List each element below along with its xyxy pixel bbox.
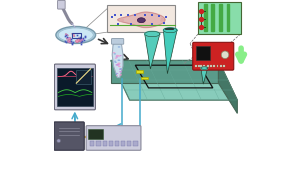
Ellipse shape <box>116 55 119 57</box>
Ellipse shape <box>78 38 80 42</box>
Bar <box>102 141 107 146</box>
Bar <box>127 141 131 146</box>
Ellipse shape <box>66 37 71 39</box>
Ellipse shape <box>116 75 118 76</box>
FancyBboxPatch shape <box>111 39 124 44</box>
Ellipse shape <box>67 40 71 43</box>
Polygon shape <box>201 67 208 69</box>
Bar <box>213 65 215 67</box>
Polygon shape <box>201 68 208 84</box>
Ellipse shape <box>114 62 117 63</box>
Bar <box>76 70 91 84</box>
Ellipse shape <box>115 73 118 74</box>
Ellipse shape <box>113 52 115 53</box>
Polygon shape <box>145 31 160 37</box>
Polygon shape <box>145 34 160 69</box>
Ellipse shape <box>116 56 118 58</box>
Ellipse shape <box>79 39 84 41</box>
Ellipse shape <box>65 34 68 36</box>
Ellipse shape <box>119 74 122 76</box>
Ellipse shape <box>58 28 93 42</box>
Bar <box>203 65 205 67</box>
FancyBboxPatch shape <box>54 122 84 150</box>
Ellipse shape <box>75 40 80 42</box>
Bar <box>223 65 225 67</box>
Ellipse shape <box>137 18 145 23</box>
Bar <box>198 65 200 67</box>
Polygon shape <box>141 77 148 79</box>
Ellipse shape <box>114 53 116 55</box>
Bar <box>207 65 208 67</box>
Bar <box>217 65 218 67</box>
FancyBboxPatch shape <box>198 2 241 34</box>
Polygon shape <box>161 18 164 21</box>
Bar <box>220 65 222 67</box>
Polygon shape <box>163 30 177 74</box>
Ellipse shape <box>117 63 121 64</box>
Polygon shape <box>219 4 222 31</box>
Ellipse shape <box>118 46 120 48</box>
Bar <box>196 46 210 60</box>
Polygon shape <box>118 12 165 28</box>
Circle shape <box>57 139 61 143</box>
Bar <box>200 65 202 67</box>
Bar <box>133 141 138 146</box>
Polygon shape <box>227 4 229 31</box>
Ellipse shape <box>72 33 75 37</box>
Bar <box>109 141 113 146</box>
Bar <box>210 65 212 67</box>
Bar <box>57 68 93 106</box>
Ellipse shape <box>118 66 121 67</box>
Ellipse shape <box>115 58 117 59</box>
Bar <box>90 141 94 146</box>
Polygon shape <box>111 60 237 100</box>
Ellipse shape <box>117 59 120 61</box>
Polygon shape <box>204 4 206 31</box>
Ellipse shape <box>116 73 119 74</box>
Ellipse shape <box>118 55 121 57</box>
Polygon shape <box>111 60 218 83</box>
FancyBboxPatch shape <box>54 64 95 110</box>
Polygon shape <box>112 42 123 77</box>
Ellipse shape <box>69 38 71 42</box>
Bar <box>72 33 81 38</box>
Bar <box>121 141 125 146</box>
Polygon shape <box>136 70 143 73</box>
Bar <box>195 65 197 67</box>
FancyBboxPatch shape <box>86 126 141 150</box>
Ellipse shape <box>76 40 79 43</box>
Ellipse shape <box>119 68 122 70</box>
Ellipse shape <box>56 26 96 43</box>
Ellipse shape <box>119 71 122 72</box>
Polygon shape <box>218 60 237 113</box>
Bar <box>115 141 119 146</box>
Bar <box>97 141 101 146</box>
Ellipse shape <box>80 38 82 43</box>
Ellipse shape <box>116 64 119 66</box>
Ellipse shape <box>120 55 122 56</box>
FancyBboxPatch shape <box>58 0 65 9</box>
Ellipse shape <box>119 69 122 70</box>
Circle shape <box>221 51 229 59</box>
Polygon shape <box>163 28 177 33</box>
FancyBboxPatch shape <box>193 42 234 70</box>
Polygon shape <box>211 4 214 31</box>
Polygon shape <box>120 17 124 21</box>
Ellipse shape <box>117 64 120 65</box>
FancyBboxPatch shape <box>107 5 175 32</box>
Bar <box>88 129 103 139</box>
Ellipse shape <box>114 60 116 62</box>
